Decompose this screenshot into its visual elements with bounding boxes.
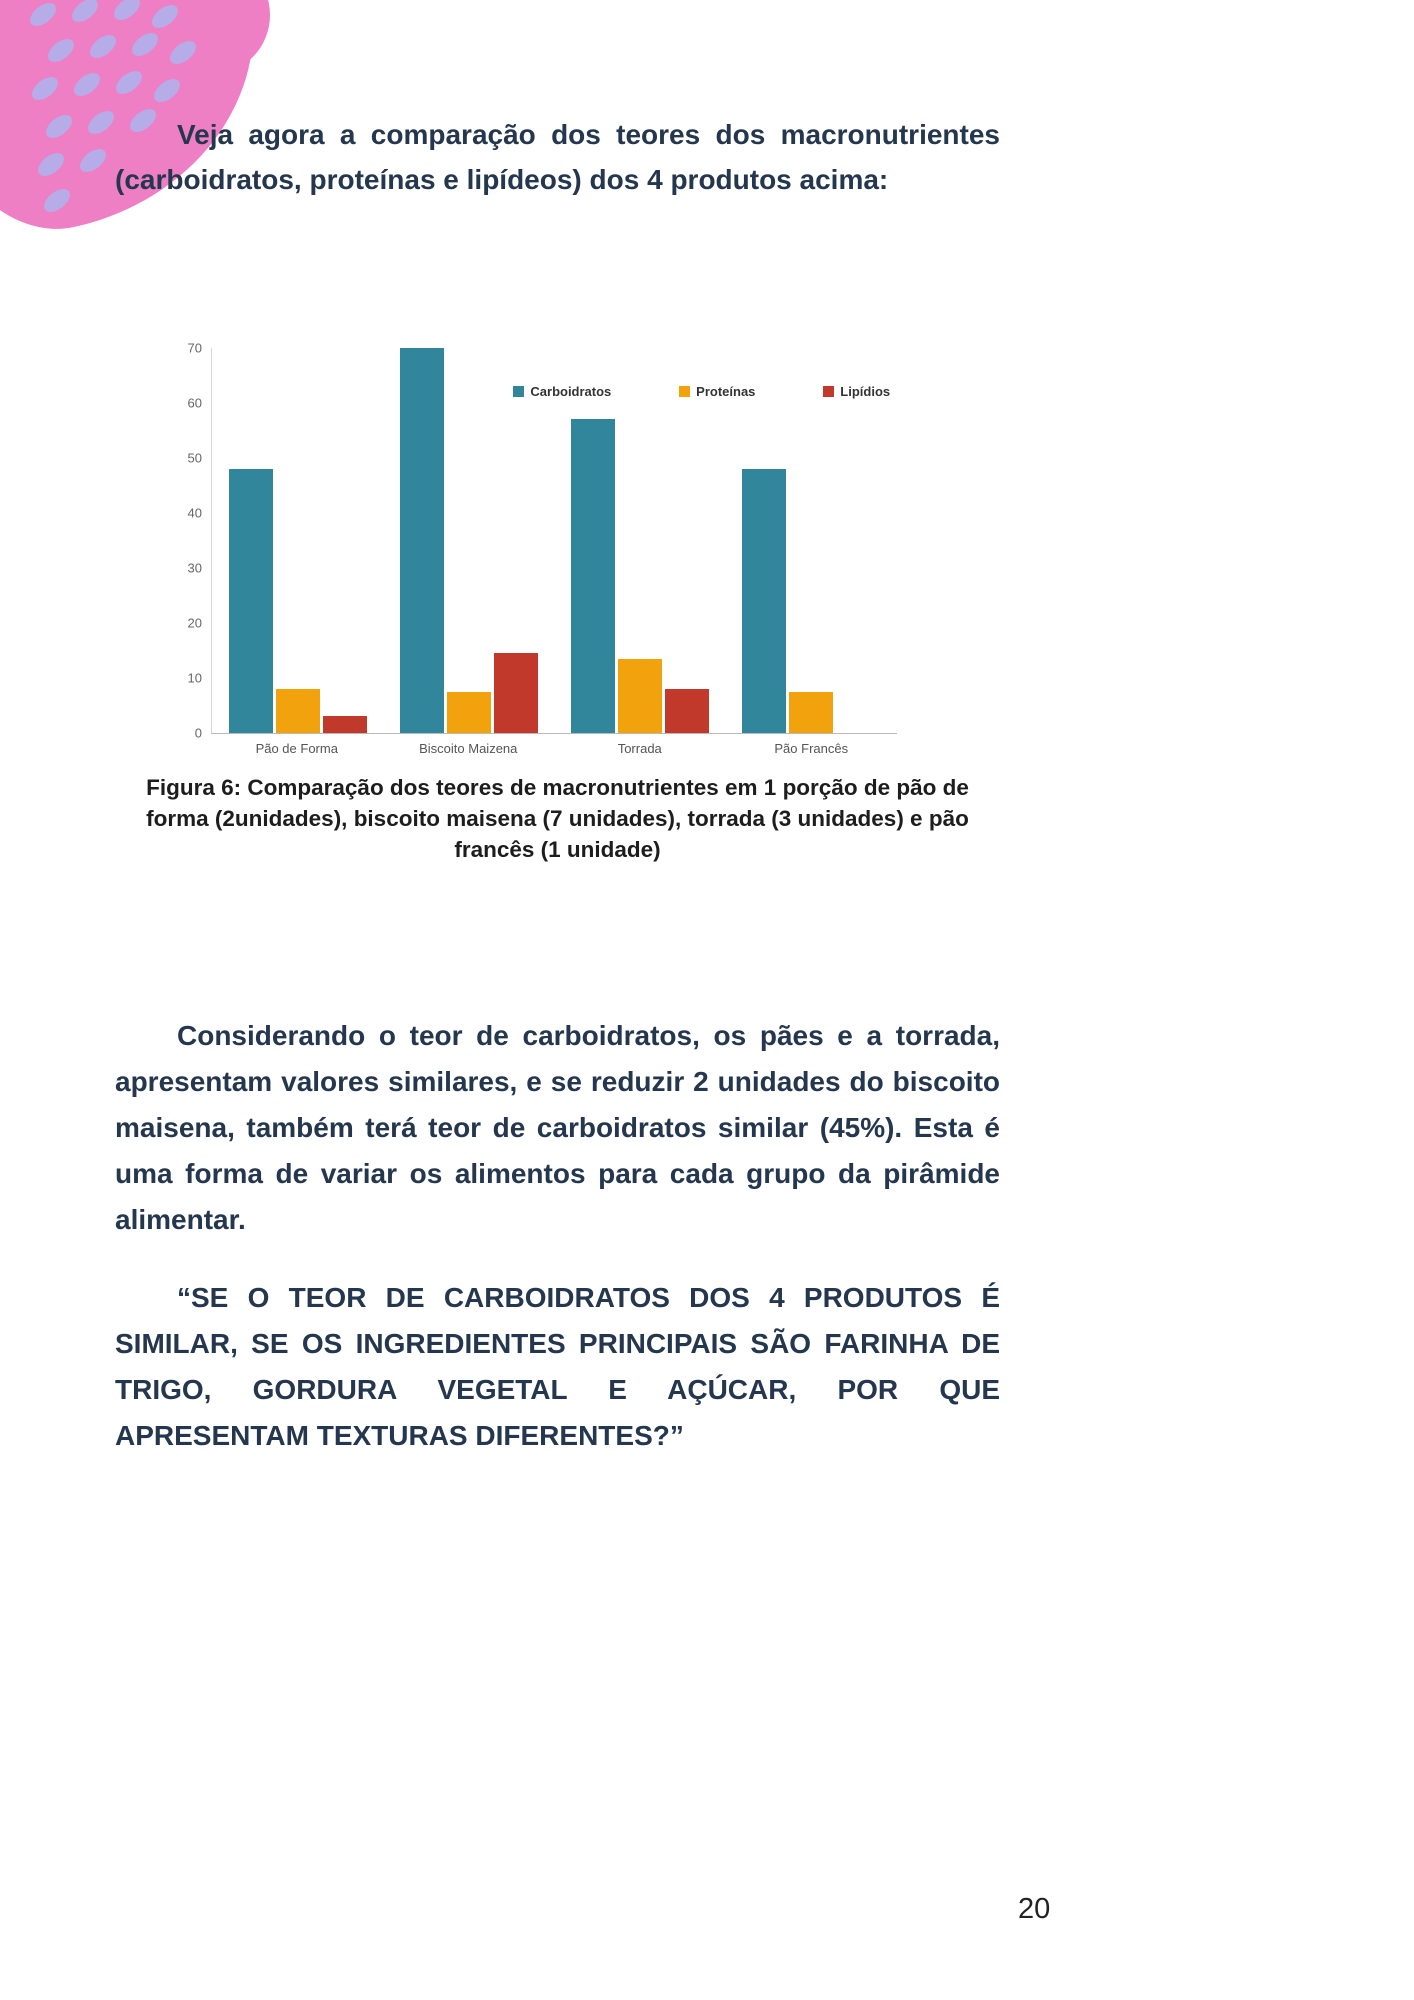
content-column: Veja agora a comparação dos teores dos m…: [115, 0, 1000, 1459]
quote-paragraph: “SE O TEOR DE CARBOIDRATOS DOS 4 PRODUTO…: [115, 1282, 1000, 1451]
decor-dot: [27, 72, 63, 105]
y-tick-label: 40: [187, 505, 202, 521]
bar-carboidratos: [742, 469, 787, 733]
chart-legend: Carboidratos Proteínas Lipídios: [513, 384, 890, 399]
page-number: 20: [1018, 1893, 1051, 1925]
bar-group-torrada: [571, 419, 710, 733]
legend-label: Carboidratos: [530, 384, 612, 399]
legend-swatch: [513, 386, 525, 397]
y-tick-label: 60: [187, 395, 202, 411]
category-label: Biscoito Maizena: [419, 741, 518, 756]
category-label: Pão Francês: [774, 741, 849, 756]
y-axis: 0 10 20 30 40 50 60 70: [173, 342, 211, 740]
decor-dot: [43, 34, 79, 67]
decor-dot: [41, 110, 77, 143]
bar-lipi-dios: [493, 653, 538, 733]
category-label: Torrada: [617, 741, 662, 756]
bar-group-pa-o-de-forma: [228, 469, 367, 733]
bar-chart: 0 10 20 30 40 50 60 70 Carboidratos Proteínas Lip…: [173, 342, 897, 756]
bar-protei-nas: [275, 689, 320, 733]
legend-item-lipi-dios: Lipídios: [823, 384, 890, 399]
decor-dot: [75, 144, 111, 177]
decor-dot: [69, 68, 105, 101]
legend-item-protei-nas: Proteínas: [679, 384, 755, 399]
decor-dot: [33, 148, 69, 181]
bar-group-biscoito-maizena: [399, 348, 538, 733]
decor-dot: [39, 184, 75, 217]
bar-group-pa-o-france-s: [742, 469, 880, 733]
legend-item-carboidratos: Carboidratos: [513, 384, 611, 399]
figure-6: 0 10 20 30 40 50 60 70 Carboidratos Proteínas Lip…: [115, 342, 1000, 865]
bar-lipi-dios: [322, 716, 367, 733]
y-tick-label: 50: [187, 450, 202, 466]
legend-swatch: [679, 386, 691, 397]
bar-protei-nas: [618, 659, 663, 733]
y-tick-label: 0: [194, 725, 202, 741]
legend-swatch: [823, 386, 835, 397]
y-tick-label: 20: [187, 615, 202, 631]
y-tick-label: 30: [187, 560, 202, 576]
plot-column: Carboidratos Proteínas Lipídios Pão de For…: [211, 348, 897, 756]
legend-label: Proteínas: [696, 384, 756, 399]
legend-label: Lipídios: [840, 384, 891, 399]
figure-caption: Figura 6: Comparação dos teores de macro…: [146, 775, 969, 862]
decor-dot: [67, 0, 103, 27]
bar-protei-nas: [789, 692, 834, 733]
plot-area: Carboidratos Proteínas Lipídios: [211, 348, 897, 734]
bar-protei-nas: [446, 692, 491, 733]
bar-carboidratos: [228, 469, 273, 733]
decor-dot: [25, 0, 61, 31]
y-tick-label: 70: [187, 340, 202, 356]
bar-carboidratos: [571, 419, 616, 733]
body-paragraph: Considerando o teor de carboidratos, os …: [115, 1020, 1000, 1235]
decor-dot: [83, 106, 119, 139]
bar-lipi-dios: [665, 689, 710, 733]
category-label: Pão de Forma: [255, 741, 338, 756]
category-row: Pão de Forma Biscoito Maizena Torrada Pão F…: [211, 741, 897, 756]
intro-paragraph: Veja agora a comparação dos teores dos m…: [115, 119, 1000, 195]
bar-carboidratos: [399, 348, 444, 733]
y-tick-label: 10: [187, 670, 202, 686]
